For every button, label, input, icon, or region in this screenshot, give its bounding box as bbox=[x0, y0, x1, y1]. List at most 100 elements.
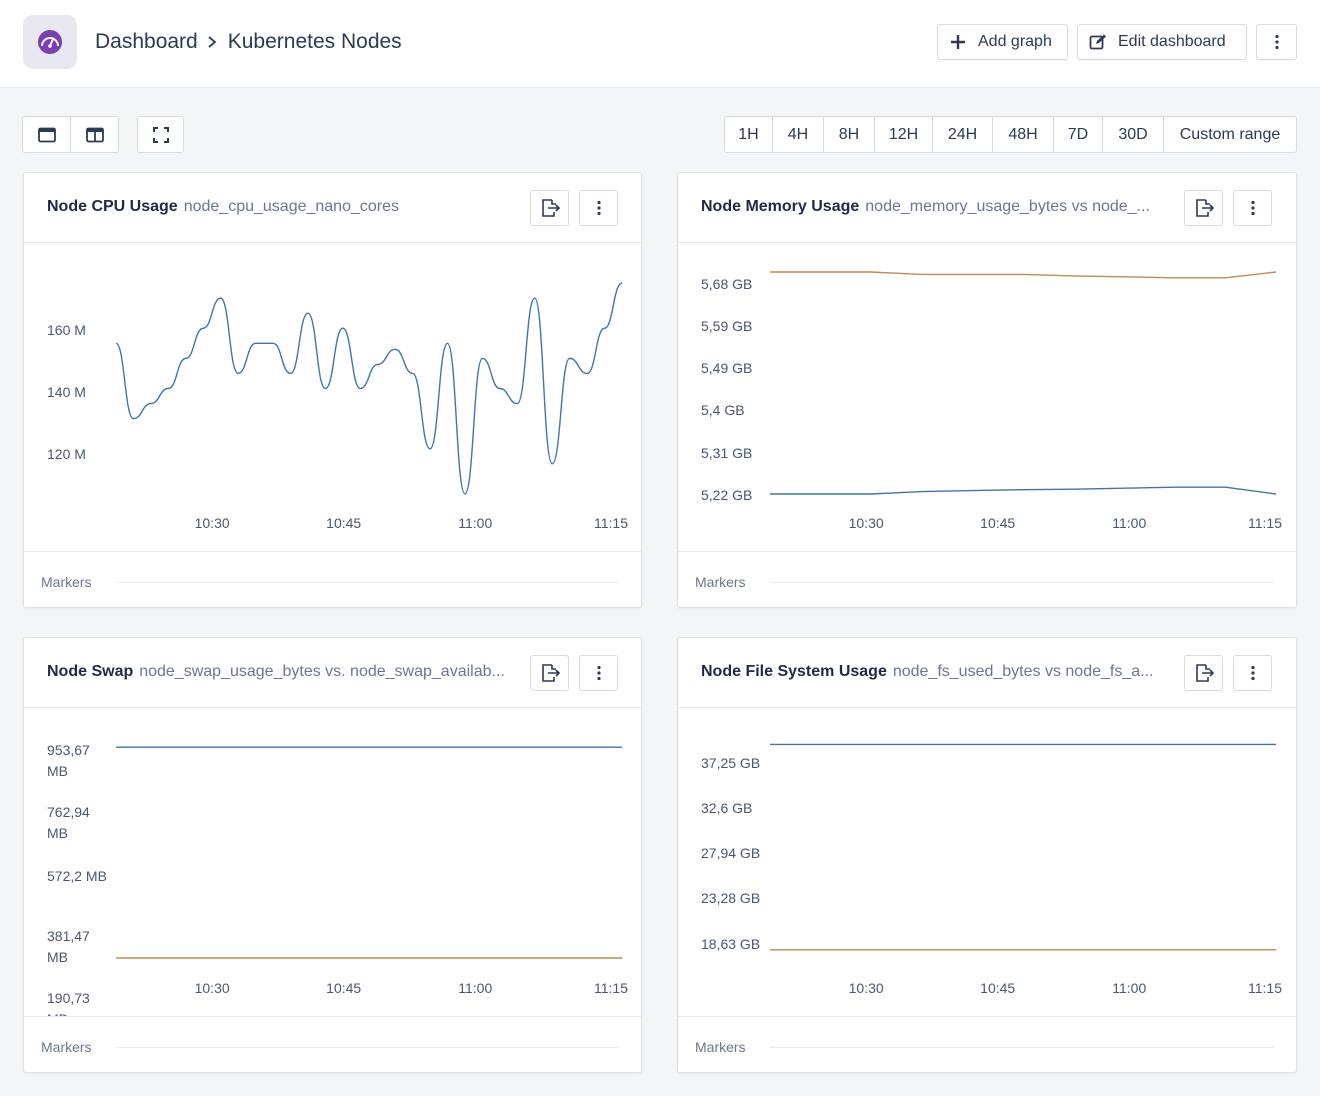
range-48h-button[interactable]: 48H bbox=[992, 117, 1053, 152]
y-tick-label: 5,59 GB bbox=[701, 318, 752, 334]
markers-label: Markers bbox=[695, 1039, 746, 1055]
time-range-selector: 1H 4H 8H 12H 24H 48H 7D 30D Custom range bbox=[724, 116, 1297, 153]
panel-menu-button[interactable] bbox=[579, 655, 618, 691]
y-tick-label: 32,6 GB bbox=[701, 800, 752, 816]
x-tick-label: 10:30 bbox=[849, 980, 884, 996]
chevron-right-icon bbox=[206, 35, 218, 49]
node-swap-panel: Node Swap node_swap_usage_bytes vs. node_… bbox=[23, 637, 642, 1073]
panel-menu-button[interactable] bbox=[579, 190, 618, 226]
markers-label: Markers bbox=[695, 574, 746, 590]
markers-track bbox=[116, 582, 619, 583]
y-tick-label: 762,94 bbox=[47, 804, 90, 820]
y-tick-label: 23,28 GB bbox=[701, 890, 760, 906]
memory-usage-chart: 5,68 GB 5,59 GB 5,49 GB 5,4 GB 5,31 GB 5,22 G… bbox=[701, 271, 1282, 531]
x-tick-label: 10:30 bbox=[195, 515, 230, 531]
expand-icon bbox=[152, 126, 169, 143]
export-icon bbox=[1195, 199, 1214, 217]
range-24h-button[interactable]: 24H bbox=[932, 117, 992, 152]
y-tick-label: 27,94 GB bbox=[701, 845, 760, 861]
panel-title: Node Swap node_swap_usage_bytes vs. node_… bbox=[47, 663, 505, 680]
edit-icon bbox=[1078, 33, 1118, 51]
range-7d-button[interactable]: 7D bbox=[1053, 117, 1102, 152]
x-tick-label: 11:00 bbox=[1112, 980, 1146, 996]
x-tick-label: 11:00 bbox=[458, 980, 492, 996]
y-tick-label: 190,73 bbox=[47, 990, 90, 1006]
x-tick-label: 11:00 bbox=[458, 515, 492, 531]
y-tick-label: MB bbox=[47, 763, 68, 779]
range-12h-button[interactable]: 12H bbox=[874, 117, 932, 152]
two-column-icon bbox=[85, 127, 104, 142]
markers-label: Markers bbox=[41, 574, 92, 590]
node-memory-usage-panel: Node Memory Usage node_memory_usage_bytes… bbox=[677, 172, 1297, 608]
export-button[interactable] bbox=[1184, 655, 1223, 691]
export-button[interactable] bbox=[530, 655, 569, 691]
single-column-icon bbox=[37, 127, 56, 142]
x-tick-label: 10:45 bbox=[326, 980, 361, 996]
single-column-layout-button[interactable] bbox=[22, 116, 71, 153]
y-tick-label: 18,63 GB bbox=[701, 936, 760, 952]
y-tick-label: 160 M bbox=[47, 322, 86, 338]
x-tick-label: 10:30 bbox=[195, 980, 230, 996]
y-tick-label: MB bbox=[47, 949, 68, 965]
markers-track bbox=[770, 582, 1274, 583]
more-options-button[interactable] bbox=[1256, 24, 1297, 60]
markers-label: Markers bbox=[41, 1039, 92, 1055]
x-tick-label: 11:15 bbox=[1248, 980, 1282, 996]
add-graph-button[interactable]: Add graph bbox=[937, 24, 1068, 60]
panel-menu-button[interactable] bbox=[1233, 190, 1272, 226]
series-line-1 bbox=[770, 486, 1277, 495]
panel-title: Node Memory Usage node_memory_usage_bytes… bbox=[701, 198, 1150, 215]
range-4h-button[interactable]: 4H bbox=[772, 117, 823, 152]
kebab-icon bbox=[1250, 665, 1255, 681]
x-tick-label: 10:45 bbox=[326, 515, 361, 531]
y-tick-label: 572,2 MB bbox=[47, 868, 107, 884]
dashboard-logo-icon[interactable] bbox=[23, 15, 77, 69]
x-tick-label: 10:30 bbox=[849, 515, 884, 531]
custom-range-button[interactable]: Custom range bbox=[1163, 117, 1296, 152]
node-file-system-usage-panel: Node File System Usage node_fs_used_bytes… bbox=[677, 637, 1297, 1073]
export-button[interactable] bbox=[530, 190, 569, 226]
x-tick-label: 10:45 bbox=[980, 515, 1015, 531]
kebab-icon bbox=[596, 665, 601, 681]
edit-dashboard-button[interactable]: Edit dashboard bbox=[1077, 24, 1247, 60]
export-icon bbox=[541, 664, 560, 682]
two-column-layout-button[interactable] bbox=[70, 116, 119, 153]
x-tick-label: 11:00 bbox=[1112, 515, 1146, 531]
range-1h-button[interactable]: 1H bbox=[738, 125, 759, 143]
breadcrumb: Dashboard Kubernetes Nodes bbox=[95, 29, 402, 55]
y-tick-label: MB bbox=[47, 825, 68, 841]
add-graph-label: Add graph bbox=[978, 33, 1052, 50]
x-tick-label: 11:15 bbox=[594, 515, 628, 531]
export-icon bbox=[1195, 664, 1214, 682]
breadcrumb-dashboard-link[interactable]: Dashboard bbox=[95, 30, 198, 53]
x-tick-label: 11:15 bbox=[594, 980, 628, 996]
edit-dashboard-label: Edit dashboard bbox=[1118, 33, 1226, 50]
fullscreen-button[interactable] bbox=[137, 116, 184, 153]
markers-track bbox=[116, 1047, 619, 1048]
page-title: Kubernetes Nodes bbox=[227, 30, 402, 53]
y-tick-label: 381,47 bbox=[47, 928, 90, 944]
cpu-usage-chart: 160 M 140 M 120 M 10:30 10:45 11:00 11:15 bbox=[47, 282, 628, 531]
x-tick-label: 11:15 bbox=[1248, 515, 1282, 531]
y-tick-label: 953,67 bbox=[47, 742, 90, 758]
y-tick-label: 140 M bbox=[47, 384, 86, 400]
y-tick-label: 5,22 GB bbox=[701, 487, 752, 503]
node-cpu-usage-panel: Node CPU Usage node_cpu_usage_nano_cores … bbox=[23, 172, 642, 608]
x-tick-label: 10:45 bbox=[980, 980, 1015, 996]
kebab-icon bbox=[1250, 200, 1255, 216]
y-tick-label: 5,31 GB bbox=[701, 445, 752, 461]
export-icon bbox=[541, 199, 560, 217]
kebab-icon bbox=[1274, 34, 1279, 50]
series-line-0 bbox=[115, 282, 623, 495]
y-tick-label: 37,25 GB bbox=[701, 755, 760, 771]
panel-title: Node CPU Usage node_cpu_usage_nano_cores bbox=[47, 198, 399, 215]
y-tick-label: 5,68 GB bbox=[701, 276, 752, 292]
range-30d-button[interactable]: 30D bbox=[1102, 117, 1163, 152]
range-8h-button[interactable]: 8H bbox=[823, 117, 874, 152]
y-tick-label: 120 M bbox=[47, 446, 86, 462]
export-button[interactable] bbox=[1184, 190, 1223, 226]
y-tick-label: 5,4 GB bbox=[701, 402, 745, 418]
y-tick-label: 5,49 GB bbox=[701, 360, 752, 376]
panel-menu-button[interactable] bbox=[1233, 655, 1272, 691]
